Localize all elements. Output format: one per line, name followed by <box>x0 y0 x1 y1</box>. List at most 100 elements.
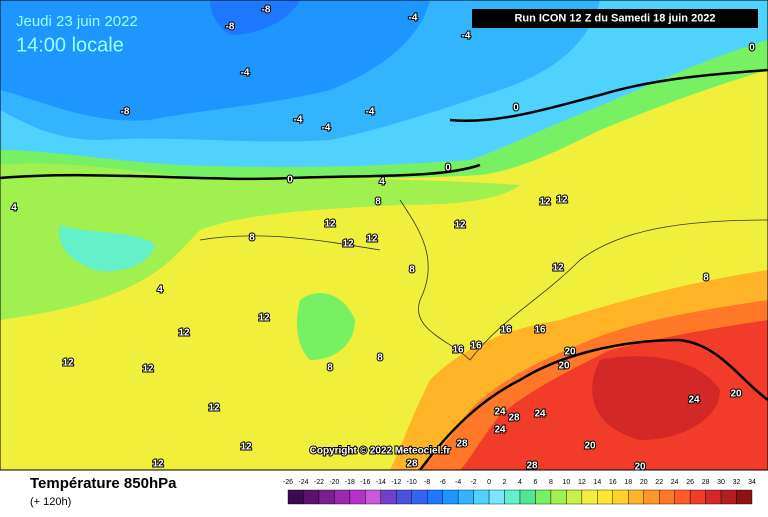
contour-label: 12 <box>324 219 336 230</box>
contour-label: -4 <box>294 115 303 126</box>
colorbar-tick-label: 18 <box>624 479 632 486</box>
colorbar-cell <box>504 489 521 505</box>
valid-time: 14:00 locale <box>16 34 124 56</box>
colorbar-cell <box>643 489 660 505</box>
colorbar-cell <box>705 489 722 505</box>
contour-label: 8 <box>409 265 415 276</box>
colorbar-cell <box>473 489 490 505</box>
colorbar-cell <box>550 489 567 505</box>
colorbar-tick-label: -4 <box>455 479 461 486</box>
contour-label: 12 <box>178 328 190 339</box>
colorbar-tick-label: 24 <box>671 479 679 486</box>
contour-label: 12 <box>556 195 568 206</box>
contour-labels: -8 -8 -4 -4 -4 -8 -4 -4 -4 0 0 0 0 4 4 4 8 8 8 8 8 8 12 12 12 12 1… <box>10 4 756 474</box>
zone-blue <box>0 0 430 121</box>
colorbar-cell <box>736 489 753 505</box>
zone-dark-red <box>592 356 720 440</box>
colorbar-tick-label: 34 <box>748 479 756 486</box>
map-frame <box>0 0 768 471</box>
contour-label: 8 <box>327 363 333 374</box>
contour-label: 16 <box>470 341 482 352</box>
zone-green-island <box>297 292 355 360</box>
zero-contour <box>0 68 768 181</box>
colorbar-tick-label: -10 <box>407 479 417 486</box>
colorbar-cell <box>674 489 691 505</box>
colorbar-cell <box>612 489 629 505</box>
colorbar-cell <box>597 489 613 505</box>
contour-label: 0 <box>445 163 451 174</box>
contour-label: 20 <box>558 361 570 372</box>
colorbar-tick-label: -18 <box>345 479 355 486</box>
contour-label: 12 <box>539 197 551 208</box>
colorbar-cell <box>349 489 366 505</box>
contour-label: 0 <box>513 103 519 114</box>
colorbar-tick-label: -22 <box>314 479 324 486</box>
contour-label: 12 <box>552 263 564 274</box>
colorbar-tick-label: 30 <box>717 479 725 486</box>
contour-label: 28 <box>406 459 418 470</box>
colorbar-tick-label: -26 <box>283 479 293 486</box>
coastlines <box>199 199 768 361</box>
contour-label: 20 <box>584 441 596 452</box>
valid-date: Jeudi 23 juin 2022 <box>16 13 138 30</box>
contour-label: 28 <box>526 461 538 472</box>
contour-label: 0 <box>287 175 293 186</box>
colorbar-tick-label: 26 <box>686 479 694 486</box>
contour-label: 8 <box>377 353 383 364</box>
colorbar-cell <box>581 489 598 505</box>
copyright: Copyright © 2022 Meteociel.fr <box>310 446 451 457</box>
contour-label: 0 <box>749 43 755 54</box>
colorbar-tick-label: 16 <box>609 479 617 486</box>
colorbar-cell <box>303 489 320 505</box>
contour-label: 20 <box>634 462 646 473</box>
contour-label: 8 <box>703 273 709 284</box>
colorbar-cell <box>628 489 644 505</box>
colorbar-cell <box>287 489 304 505</box>
contour-label: 12 <box>258 313 270 324</box>
contour-label: 12 <box>208 403 220 414</box>
contour-label: 12 <box>240 442 252 453</box>
contour-label: -8 <box>121 107 130 118</box>
colorbar-cell <box>566 489 583 505</box>
contour-label: 8 <box>375 197 381 208</box>
colorbar-cell <box>318 489 335 505</box>
contour-label: -4 <box>409 13 418 24</box>
footer-title: Température 850hPa <box>30 475 177 492</box>
colorbar-tick-label: -2 <box>470 479 476 486</box>
contour-label: 4 <box>11 203 17 214</box>
zone-light-green <box>0 163 520 320</box>
contour-label: 16 <box>500 325 512 336</box>
colorbar-tick-label: 28 <box>702 479 710 486</box>
colorbar-tick-label: -8 <box>424 479 430 486</box>
contour-label: 16 <box>534 325 546 336</box>
colorbar-tick-label: -12 <box>391 479 401 486</box>
contour-label: -4 <box>322 123 331 134</box>
contour-label: 20 <box>564 347 576 358</box>
colorbar-cell <box>396 489 412 505</box>
colorbar-tick-label: 12 <box>578 479 586 486</box>
colorbar-cell <box>720 489 737 505</box>
colorbar-tick-label: 10 <box>563 479 571 486</box>
contour-label: 12 <box>366 234 378 245</box>
zone-cold-pool <box>59 225 155 272</box>
colorbar-cell <box>488 489 505 505</box>
colorbar-cell <box>365 489 382 505</box>
colorbar: -26 -24 -22 -20 -18 -16 -14 -12 -10 -8 -6 -4 -2 0 2 4 6 8… <box>283 479 756 505</box>
map: -8 -8 -4 -4 -4 -8 -4 -4 -4 0 0 0 0 4 4 4 8 8 8 8 8 8 12 12 12 12 1… <box>0 0 768 474</box>
colorbar-tick-label: -20 <box>329 479 339 486</box>
contour-label: 12 <box>142 364 154 375</box>
contour-label: 24 <box>494 407 506 418</box>
colorbar-tick-label: 20 <box>640 479 648 486</box>
run-box <box>472 9 758 28</box>
contour-label: 12 <box>62 358 74 369</box>
colorbar-cell <box>427 489 443 505</box>
colorbar-cell <box>519 489 536 505</box>
colorbar-tick-label: -24 <box>298 479 308 486</box>
contour-label: 16 <box>452 345 464 356</box>
colorbar-cell <box>442 489 459 505</box>
contour-label: -4 <box>366 107 375 118</box>
twenty-contour <box>419 338 768 471</box>
colorbar-tick-label: 2 <box>503 479 507 486</box>
contour-label: -4 <box>241 68 250 79</box>
